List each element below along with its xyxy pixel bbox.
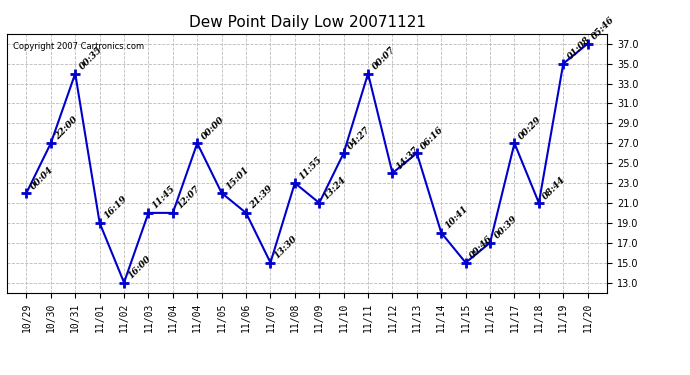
Text: 00:00: 00:00 [199,115,226,141]
Text: 16:00: 16:00 [126,254,153,280]
Text: 04:27: 04:27 [346,125,373,151]
Text: 13:24: 13:24 [322,174,348,201]
Text: 09:46: 09:46 [468,234,495,261]
Text: 00:35: 00:35 [78,45,104,72]
Text: 12:07: 12:07 [175,184,201,211]
Text: 00:29: 00:29 [517,115,543,141]
Text: 06:16: 06:16 [420,125,446,151]
Text: 13:30: 13:30 [273,234,299,261]
Text: 08:44: 08:44 [542,174,568,201]
Text: 01:08: 01:08 [566,35,592,62]
Text: 21:39: 21:39 [248,184,275,211]
Text: Copyright 2007 Cartronics.com: Copyright 2007 Cartronics.com [13,42,144,51]
Text: 00:07: 00:07 [371,45,397,72]
Text: 11:55: 11:55 [297,154,324,181]
Text: 15:01: 15:01 [224,165,250,191]
Text: 14:37: 14:37 [395,145,422,171]
Text: 11:45: 11:45 [151,184,177,211]
Text: 05:46: 05:46 [590,15,617,42]
Text: 00:39: 00:39 [493,214,519,241]
Text: 00:04: 00:04 [29,165,55,191]
Title: Dew Point Daily Low 20071121: Dew Point Daily Low 20071121 [188,15,426,30]
Text: 10:41: 10:41 [444,204,470,231]
Text: 22:00: 22:00 [53,115,79,141]
Text: 16:19: 16:19 [102,194,128,221]
